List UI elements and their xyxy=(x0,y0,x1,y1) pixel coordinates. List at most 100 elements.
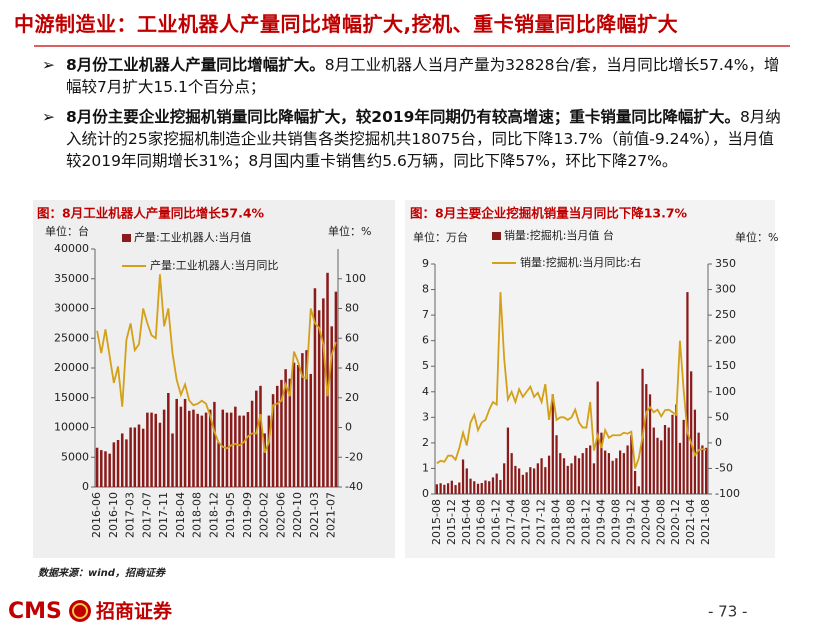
y-tick-label: 25000 xyxy=(54,331,89,344)
bar xyxy=(510,453,513,494)
logo-icon xyxy=(72,603,88,619)
bar xyxy=(461,459,465,494)
bar xyxy=(267,415,271,487)
bar xyxy=(660,440,663,494)
y-tick-label: 10000 xyxy=(54,421,89,434)
axis-unit: 单位：% xyxy=(328,224,371,238)
bar xyxy=(450,480,453,494)
bar xyxy=(334,291,338,487)
x-tick-label: 2018-04 xyxy=(550,499,563,545)
x-tick-label: 2018-12 xyxy=(207,492,220,538)
y2-tick-label: 300 xyxy=(715,283,736,296)
y-tick-label: 0 xyxy=(82,480,89,493)
bar xyxy=(611,460,614,494)
x-tick-label: 2016-12 xyxy=(490,499,503,545)
x-tick-label: 2020-02 xyxy=(258,492,271,538)
bar xyxy=(330,326,333,487)
legend-label: 产量:工业机器人:当月同比 xyxy=(150,258,278,272)
bar xyxy=(693,409,697,494)
x-tick-label: 2019-05 xyxy=(224,492,237,538)
axis-unit: 单位：万台 xyxy=(413,230,468,244)
bar xyxy=(652,427,655,494)
y-tick-label: 9 xyxy=(422,257,429,270)
bar xyxy=(100,450,103,487)
bar xyxy=(435,484,438,494)
bar xyxy=(525,472,528,494)
bar xyxy=(188,410,191,487)
bar xyxy=(581,453,584,494)
bar xyxy=(476,483,480,494)
bar xyxy=(630,435,633,494)
bar xyxy=(446,483,450,494)
bar xyxy=(562,458,566,494)
y2-tick-label: 100 xyxy=(715,385,736,398)
y2-tick-label: 0 xyxy=(715,436,722,449)
y-tick-label: 35000 xyxy=(54,272,89,285)
bar xyxy=(229,412,233,487)
bar xyxy=(217,442,220,487)
legend-label: 销量:挖掘机:当月同比:右 xyxy=(520,255,641,269)
bar xyxy=(585,448,588,494)
x-tick-label: 2018-08 xyxy=(191,492,204,538)
x-tick-label: 2018-04 xyxy=(174,492,187,538)
bar xyxy=(238,415,241,487)
x-tick-label: 2020-04 xyxy=(639,499,652,545)
bar xyxy=(667,427,670,494)
chart-title: 图：8月工业机器人产量同比增长57.4% xyxy=(37,206,265,221)
y-tick-label: 40000 xyxy=(54,242,89,255)
logo: CMS xyxy=(8,599,62,624)
bar xyxy=(196,413,199,487)
line xyxy=(96,274,337,454)
y-tick-label: 5000 xyxy=(61,450,89,463)
bullet-bold: 8月份工业机器人产量同比增幅扩大。 xyxy=(66,56,325,74)
bar xyxy=(301,353,304,487)
x-tick-label: 2016-08 xyxy=(475,499,488,545)
x-tick-label: 2020-12 xyxy=(669,499,682,545)
bar xyxy=(701,445,704,494)
y-tick-label: 7 xyxy=(422,308,429,321)
source: 数据来源：wind，招商证券 xyxy=(38,567,166,579)
bar xyxy=(439,483,442,494)
bar xyxy=(234,406,237,487)
bar xyxy=(645,384,648,494)
x-tick-label: 2017-11 xyxy=(157,492,170,538)
bar xyxy=(480,483,483,494)
bar xyxy=(154,413,158,487)
x-tick-label: 2021-04 xyxy=(684,499,697,545)
bar xyxy=(671,414,674,494)
bar xyxy=(555,435,558,494)
y2-tick-label: 0 xyxy=(345,421,352,434)
bar xyxy=(112,442,116,487)
bar xyxy=(469,478,472,494)
y2-tick-label: -50 xyxy=(715,461,733,474)
bar xyxy=(137,424,141,487)
bar xyxy=(532,468,536,494)
bar xyxy=(213,401,216,487)
legend-label: 产量:工业机器人:当月值 xyxy=(134,230,251,244)
bar xyxy=(491,477,495,494)
bar xyxy=(192,409,195,487)
bar xyxy=(705,447,708,494)
x-tick-label: 2017-12 xyxy=(535,499,548,545)
x-tick-label: 2016-06 xyxy=(90,492,103,538)
y-tick-label: 1 xyxy=(422,461,429,474)
x-tick-label: 2021-07 xyxy=(325,492,338,538)
x-tick-label: 2020-10 xyxy=(291,492,304,538)
bar xyxy=(322,298,325,487)
bar xyxy=(656,437,659,494)
bar xyxy=(120,433,124,487)
bar xyxy=(637,486,640,494)
bar xyxy=(263,433,266,487)
bar xyxy=(255,390,258,487)
bar xyxy=(242,415,245,487)
bar xyxy=(200,415,204,487)
y2-tick-label: -20 xyxy=(345,450,363,463)
bar xyxy=(551,394,554,494)
y2-tick-label: 80 xyxy=(345,302,359,315)
y2-tick-label: -40 xyxy=(345,480,363,493)
x-tick-label: 2020-08 xyxy=(654,499,667,545)
bar xyxy=(246,412,250,487)
bar xyxy=(162,409,166,487)
bar xyxy=(129,427,132,487)
bar xyxy=(495,473,498,494)
